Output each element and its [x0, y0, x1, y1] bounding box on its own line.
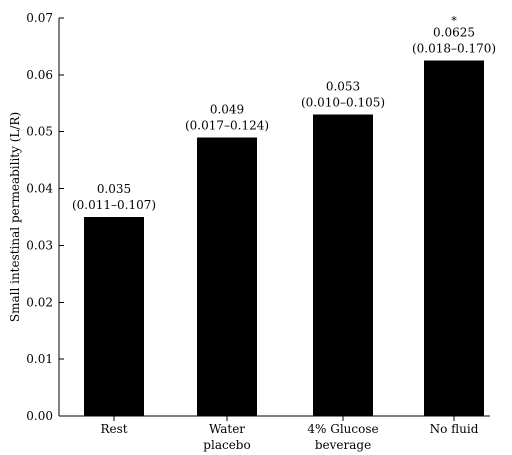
bar-value-label: 0.053 [326, 80, 360, 94]
bar-ci-label: (0.011–0.107) [72, 198, 156, 212]
y-tick-label: 0.05 [26, 125, 53, 139]
x-category-label: beverage [315, 438, 371, 452]
y-tick-label: 0.02 [26, 295, 53, 309]
bar [313, 114, 373, 417]
y-tick-label: 0.03 [26, 238, 53, 252]
bar-value-label: 0.0625 [433, 26, 475, 40]
bar-ci-label: (0.018–0.170) [412, 42, 496, 56]
bar-ci-label: (0.010–0.105) [301, 96, 385, 110]
y-tick-label: 0.01 [26, 352, 53, 366]
chart-bars [84, 60, 484, 417]
y-tick-label: 0.06 [26, 68, 53, 82]
x-category-label: Rest [100, 422, 127, 436]
x-category-label: Water [209, 422, 245, 436]
bar [84, 217, 144, 416]
y-axis-title: Small intestinal permeability (L/R) [8, 112, 22, 322]
x-category-label: placebo [203, 438, 250, 452]
bar-value-label: 0.049 [210, 102, 244, 116]
bar [424, 60, 484, 417]
bar-value-label: 0.035 [97, 182, 131, 196]
y-tick-label: 0.07 [26, 11, 53, 25]
bar-ci-label: (0.017–0.124) [185, 118, 269, 132]
significance-label: * [451, 15, 457, 28]
x-category-label: 4% Glucose [307, 422, 378, 436]
y-tick-label: 0.04 [26, 182, 53, 196]
chart-axes: 0.00 0.01 0.02 0.03 0.04 0.05 0.06 0.07 Small in… [8, 11, 490, 423]
bar [197, 137, 257, 416]
y-tick-label: 0.00 [26, 409, 53, 423]
chart-labels: 0.035 (0.011–0.107) Rest 0.049 (0.017–0.124)… [72, 15, 496, 452]
x-category-label: No fluid [430, 422, 479, 436]
